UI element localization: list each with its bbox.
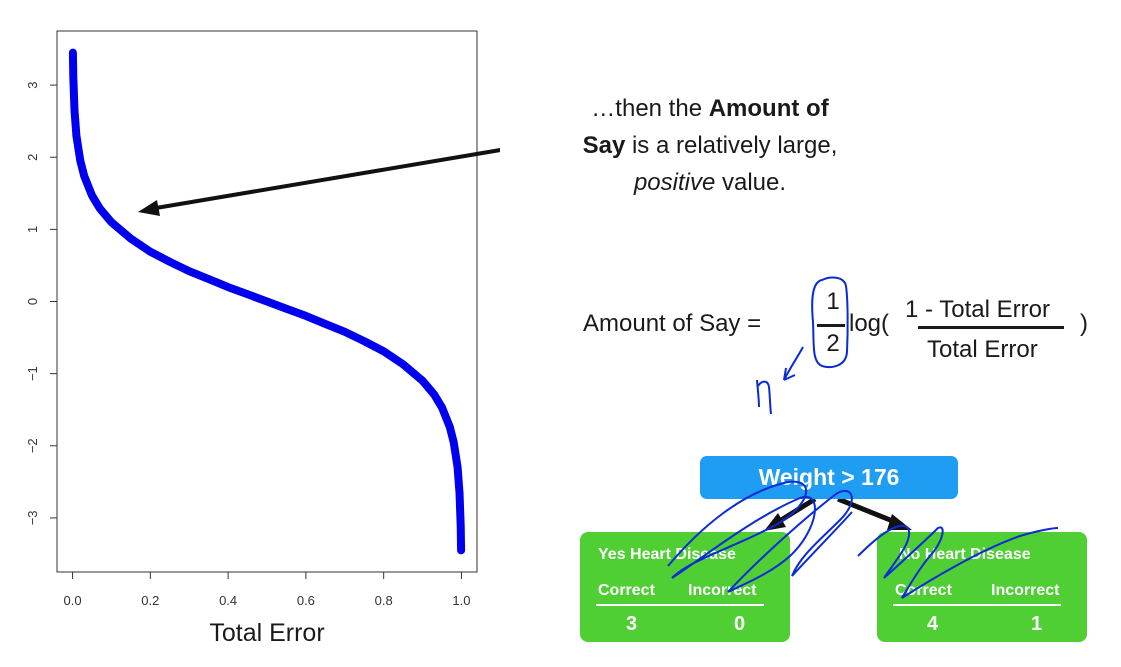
right-leaf-correct-label: Correct bbox=[895, 582, 952, 599]
formula-close-paren: ) bbox=[1080, 310, 1088, 337]
y-tick-label: 3 bbox=[25, 81, 40, 88]
left-leaf-correct-label: Correct bbox=[598, 582, 655, 599]
x-tick-label: 0.2 bbox=[141, 593, 159, 608]
callout-line2-rest: is a relatively large, bbox=[625, 132, 838, 159]
right-branch-arrowhead bbox=[887, 514, 912, 530]
callout-line1-prefix: …then the bbox=[591, 95, 709, 122]
right-branch-arrow bbox=[837, 496, 896, 525]
left-branch-arrowhead bbox=[764, 513, 786, 531]
y-tick-label: −2 bbox=[25, 438, 40, 453]
right-leaf-incorrect-label: Incorrect bbox=[991, 582, 1060, 599]
left-leaf-node: Yes Heart Disease Correct Incorrect 3 0 bbox=[580, 532, 790, 642]
callout-line3-rest: value. bbox=[715, 169, 787, 196]
total-error-chart: 0.0 0.2 0.4 0.6 0.8 1.0 −3 −2 −1 0 1 2 3 Total Error bbox=[25, 30, 500, 647]
x-tick-label: 0.8 bbox=[375, 593, 393, 608]
right-leaf-incorrect-value: 1 bbox=[1031, 613, 1043, 635]
callout-arrowhead bbox=[138, 200, 160, 216]
left-leaf-correct-value: 3 bbox=[626, 613, 638, 635]
formula-numerator: 1 - Total Error bbox=[905, 296, 1050, 323]
y-tick-label: −1 bbox=[25, 366, 40, 381]
y-tick-label: −3 bbox=[25, 510, 40, 525]
y-tick-label: 1 bbox=[25, 226, 40, 233]
x-tick-label: 0.6 bbox=[297, 593, 315, 608]
right-leaf-correct-value: 4 bbox=[927, 613, 939, 635]
callout-line1-bold: Amount of bbox=[708, 95, 829, 122]
right-leaf-node: No Heart Disease Correct Incorrect 4 1 bbox=[877, 532, 1087, 642]
formula-fraction-bar bbox=[918, 326, 1064, 329]
formula-denominator: Total Error bbox=[927, 336, 1038, 363]
left-leaf-incorrect-label: Incorrect bbox=[688, 582, 757, 599]
right-leaf-title: No Heart Disease bbox=[899, 546, 1031, 563]
left-leaf-incorrect-value: 0 bbox=[734, 613, 746, 635]
formula-log: log( bbox=[849, 310, 890, 337]
x-tick-label: 0.4 bbox=[219, 593, 237, 608]
callout-line2-bold: Say bbox=[582, 132, 626, 159]
right-leaf-divider bbox=[893, 604, 1061, 606]
left-leaf-divider bbox=[596, 604, 764, 606]
formula-lhs: Amount of Say = bbox=[583, 310, 762, 337]
x-axis-label: Total Error bbox=[209, 619, 324, 647]
root-node: Weight > 176 bbox=[700, 456, 958, 499]
left-branch-arrow bbox=[776, 496, 817, 525]
y-tick-label: 0 bbox=[25, 298, 40, 305]
left-leaf-title: Yes Heart Disease bbox=[598, 546, 736, 563]
callout-text: …then the Amount of Say is a relatively … bbox=[520, 90, 900, 201]
series-line bbox=[68, 48, 466, 555]
x-tick-label: 1.0 bbox=[452, 593, 470, 608]
callout-arrow bbox=[155, 148, 500, 210]
callout-line3-italic: positive bbox=[633, 169, 716, 196]
y-tick-label: 2 bbox=[25, 154, 40, 161]
x-tick-label: 0.0 bbox=[64, 593, 82, 608]
